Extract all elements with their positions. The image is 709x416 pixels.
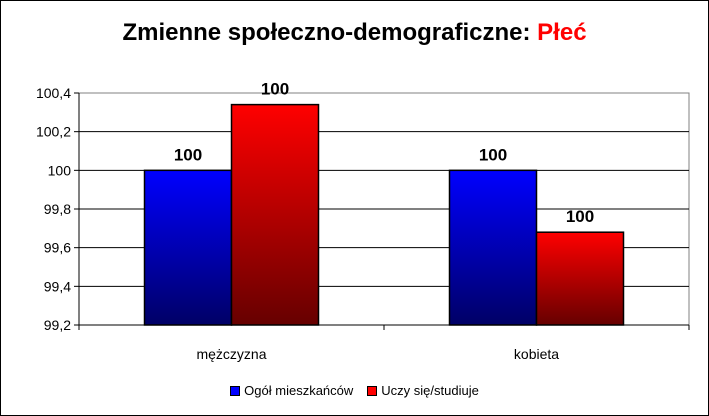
legend-label: Ogół mieszkańców [244, 383, 354, 398]
x-category-label: kobieta [514, 346, 559, 362]
y-tick-label: 99,4 [44, 278, 71, 294]
x-category-label: mężczyzna [196, 346, 266, 362]
bars [143, 103, 625, 326]
title-highlight: Płeć [537, 19, 587, 46]
title-text: Zmienne społeczno-demograficzne: [122, 19, 531, 46]
y-tick-label: 100,4 [36, 85, 71, 101]
bar [230, 103, 320, 326]
data-label: 100 [479, 145, 507, 164]
bar [448, 169, 538, 326]
legend-item: Uczy się/studiuje [367, 383, 479, 398]
data-labels: 100 100 100 100 [174, 80, 594, 227]
bar [143, 169, 233, 326]
y-tick-label: 100,2 [36, 124, 71, 140]
data-label: 100 [174, 145, 202, 164]
y-tick-label: 99,8 [44, 201, 71, 217]
bar [535, 231, 625, 326]
data-label: 100 [566, 207, 594, 226]
y-tick-label: 99,2 [44, 317, 71, 333]
chart-title: Zmienne społeczno-demograficzne: Płeć [1, 19, 708, 47]
data-label: 100 [261, 80, 289, 99]
legend-swatch [367, 385, 378, 396]
legend-item: Ogół mieszkańców [230, 383, 353, 398]
legend-label: Uczy się/studiuje [381, 383, 479, 398]
y-tick-label: 100 [48, 162, 72, 178]
y-tick-label: 99,6 [44, 240, 71, 256]
axes: 99,2 99,4 99,6 99,8 100 100,2 100,4 mężczyzna ko… [36, 85, 690, 362]
legend-swatch [230, 385, 241, 396]
bar-chart: 99,2 99,4 99,6 99,8 100 100,2 100,4 mężczyzna ko… [36, 80, 690, 362]
legend: Ogół mieszkańców Uczy się/studiuje [1, 383, 708, 398]
